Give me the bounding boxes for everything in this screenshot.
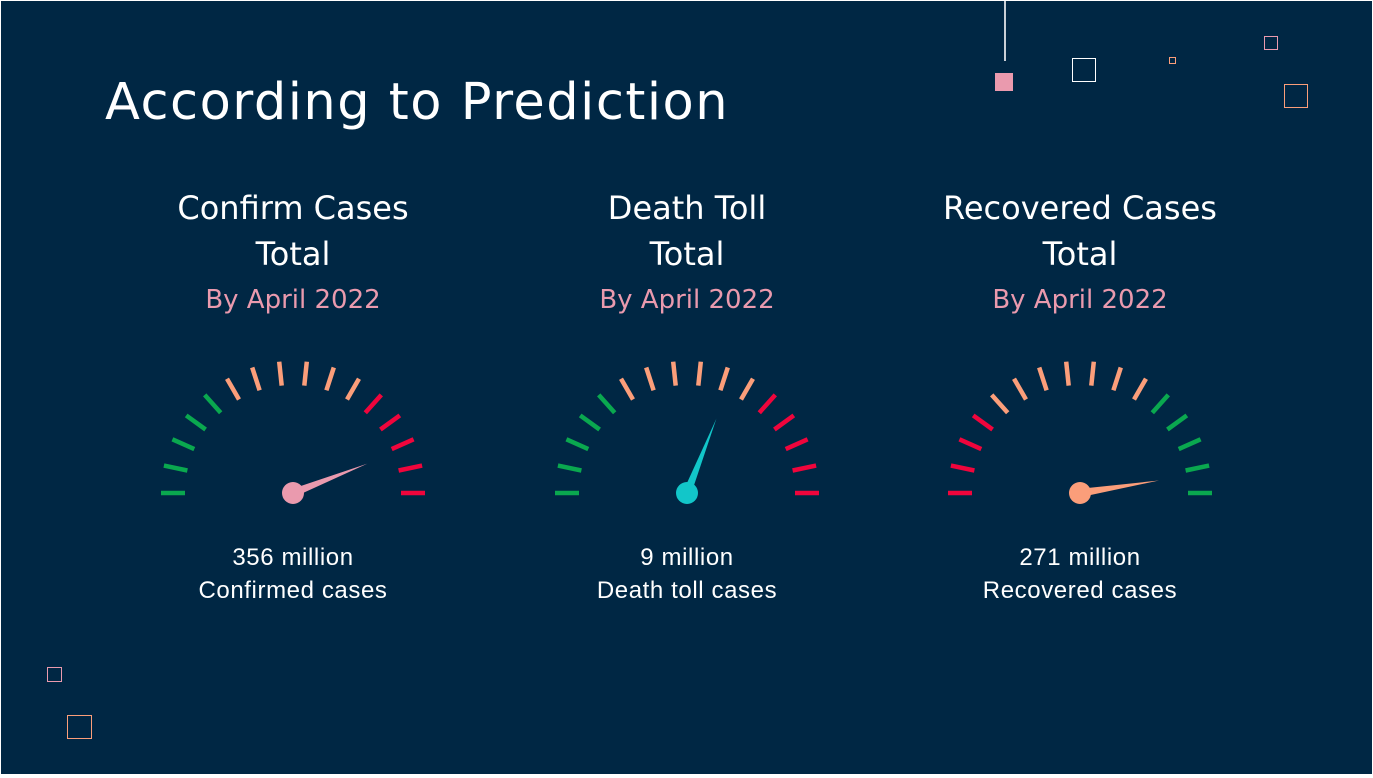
gauge-tick — [578, 413, 601, 432]
gauge-heading-line2: Total — [649, 235, 725, 273]
gauge-death-toll-icon — [555, 361, 819, 504]
square-pink-filled-icon — [995, 73, 1013, 91]
gauge-caption: Confirmed cases — [198, 577, 388, 604]
gauge-tick — [971, 413, 994, 432]
gauge-tick — [792, 463, 817, 473]
gauge-tick — [670, 361, 678, 386]
gauge-tick — [276, 361, 284, 386]
square-orange-outline-bottom-icon — [67, 715, 92, 739]
gauge-needle — [683, 418, 717, 495]
gauge-tick — [363, 393, 383, 415]
gauge-value: 271 million — [1019, 544, 1141, 571]
gauge-tick — [557, 463, 582, 473]
gauge-tick — [1185, 463, 1210, 473]
gauge-panel-recovered: Recovered Cases Total By April 2022 271 … — [870, 185, 1290, 604]
gauge-tick — [784, 437, 809, 452]
gauge-tick — [1063, 361, 1071, 386]
gauge-tick — [950, 463, 975, 473]
gauge-tick — [225, 377, 241, 401]
gauge-confirmed-icon — [161, 361, 425, 504]
gauge-tick — [773, 413, 796, 432]
gauge-tick — [398, 463, 423, 473]
gauge-tick — [171, 437, 196, 452]
gauge-tick — [302, 361, 310, 386]
gauge-value: 356 million — [232, 544, 354, 571]
gauge-panel-death-toll: Death Toll Total By April 2022 9 million… — [477, 185, 897, 604]
gauge-tick — [1089, 361, 1097, 386]
gauge-tick — [990, 393, 1010, 415]
gauge-tick — [324, 366, 336, 391]
gauge-subtitle: By April 2022 — [205, 285, 381, 315]
gauge-tick — [619, 377, 635, 401]
gauge-heading-line1: Death Toll — [607, 189, 767, 227]
decorative-line — [1004, 1, 1006, 61]
gauge-tick — [203, 393, 223, 415]
square-pink-outline-icon — [1264, 36, 1278, 50]
gauge-tick — [696, 361, 704, 386]
gauge-tick — [718, 366, 730, 391]
gauge-tick — [597, 393, 617, 415]
gauge-tick — [739, 377, 755, 401]
gauge-pivot — [1069, 482, 1091, 504]
gauge-tick — [345, 377, 361, 401]
gauge-heading-line2: Total — [1042, 235, 1118, 273]
gauge-needle — [291, 463, 368, 497]
gauge-tick — [390, 437, 415, 452]
gauge-tick — [958, 437, 983, 452]
square-small-orange-outline-icon — [1169, 57, 1176, 64]
square-orange-outline-icon — [1284, 84, 1308, 108]
gauge-tick — [1132, 377, 1148, 401]
gauge-tick — [565, 437, 590, 452]
gauge-tick — [184, 413, 207, 432]
gauge-value: 9 million — [640, 544, 734, 571]
gauge-pivot — [676, 482, 698, 504]
gauge-tick — [163, 463, 188, 473]
gauge-tick — [1111, 366, 1123, 391]
gauge-heading-line2: Total — [255, 235, 331, 273]
gauge-tick — [250, 366, 262, 391]
gauge-pivot — [282, 482, 304, 504]
square-white-outline-icon — [1072, 58, 1096, 82]
gauge-tick — [644, 366, 656, 391]
gauge-recovered-icon — [948, 361, 1212, 504]
gauge-needle — [1079, 480, 1159, 498]
gauge-panel-confirmed: Confirm Cases Total By April 2022 356 mi… — [83, 185, 503, 604]
gauge-subtitle: By April 2022 — [599, 285, 775, 315]
gauge-tick — [1012, 377, 1028, 401]
gauge-tick — [379, 413, 402, 432]
square-pink-outline-bottom-icon — [47, 667, 62, 682]
gauge-tick — [1177, 437, 1202, 452]
gauge-tick — [757, 393, 777, 415]
gauge-heading-line1: Confirm Cases — [177, 189, 409, 227]
gauge-heading-line1: Recovered Cases — [943, 189, 1217, 227]
page-title: According to Prediction — [105, 73, 730, 132]
gauge-tick — [1150, 393, 1170, 415]
gauge-caption: Death toll cases — [596, 577, 778, 604]
gauge-subtitle: By April 2022 — [992, 285, 1168, 315]
gauge-tick — [1166, 413, 1189, 432]
gauge-tick — [1037, 366, 1049, 391]
gauge-caption: Recovered cases — [982, 577, 1178, 604]
